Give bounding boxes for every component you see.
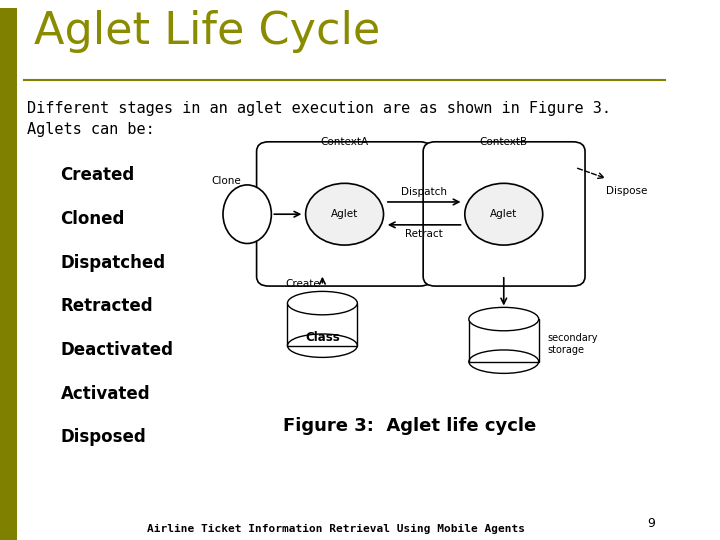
Text: Retracted: Retracted [60, 298, 153, 315]
Ellipse shape [465, 184, 543, 245]
Text: Dispose: Dispose [606, 186, 647, 197]
Text: ContextA: ContextA [320, 137, 369, 147]
Text: 9: 9 [647, 517, 655, 530]
Text: Airline Ticket Information Retrieval Using Mobile Agents: Airline Ticket Information Retrieval Usi… [147, 524, 525, 534]
Text: ContextB: ContextB [480, 137, 528, 147]
Text: Aglet: Aglet [331, 209, 358, 219]
FancyBboxPatch shape [423, 142, 585, 286]
Ellipse shape [305, 184, 384, 245]
FancyBboxPatch shape [256, 142, 432, 286]
Ellipse shape [469, 307, 539, 331]
Text: Clone: Clone [212, 176, 241, 186]
Ellipse shape [223, 185, 271, 244]
Text: Deactivated: Deactivated [60, 341, 174, 359]
Text: Class: Class [305, 331, 340, 344]
Bar [287, 303, 357, 346]
Text: Aglet: Aglet [490, 209, 518, 219]
Text: Retract: Retract [405, 230, 443, 239]
Text: Figure 3:  Aglet life cycle: Figure 3: Aglet life cycle [283, 416, 536, 435]
Bar [469, 319, 539, 362]
Text: Dispatched: Dispatched [60, 254, 166, 272]
Text: Activated: Activated [60, 384, 150, 403]
Text: Cloned: Cloned [60, 210, 125, 228]
Text: Different stages in an aglet execution are as shown in Figure 3.
Aglets can be:: Different stages in an aglet execution a… [27, 101, 611, 137]
Ellipse shape [287, 292, 357, 315]
Text: Aglet Life Cycle: Aglet Life Cycle [34, 10, 380, 53]
Text: secondary
storage: secondary storage [547, 333, 598, 355]
Text: Disposed: Disposed [60, 428, 146, 446]
Text: Created: Created [60, 166, 135, 184]
Text: Create: Create [285, 279, 320, 289]
Bar [0, 8, 17, 540]
Text: Dispatch: Dispatch [401, 187, 447, 198]
